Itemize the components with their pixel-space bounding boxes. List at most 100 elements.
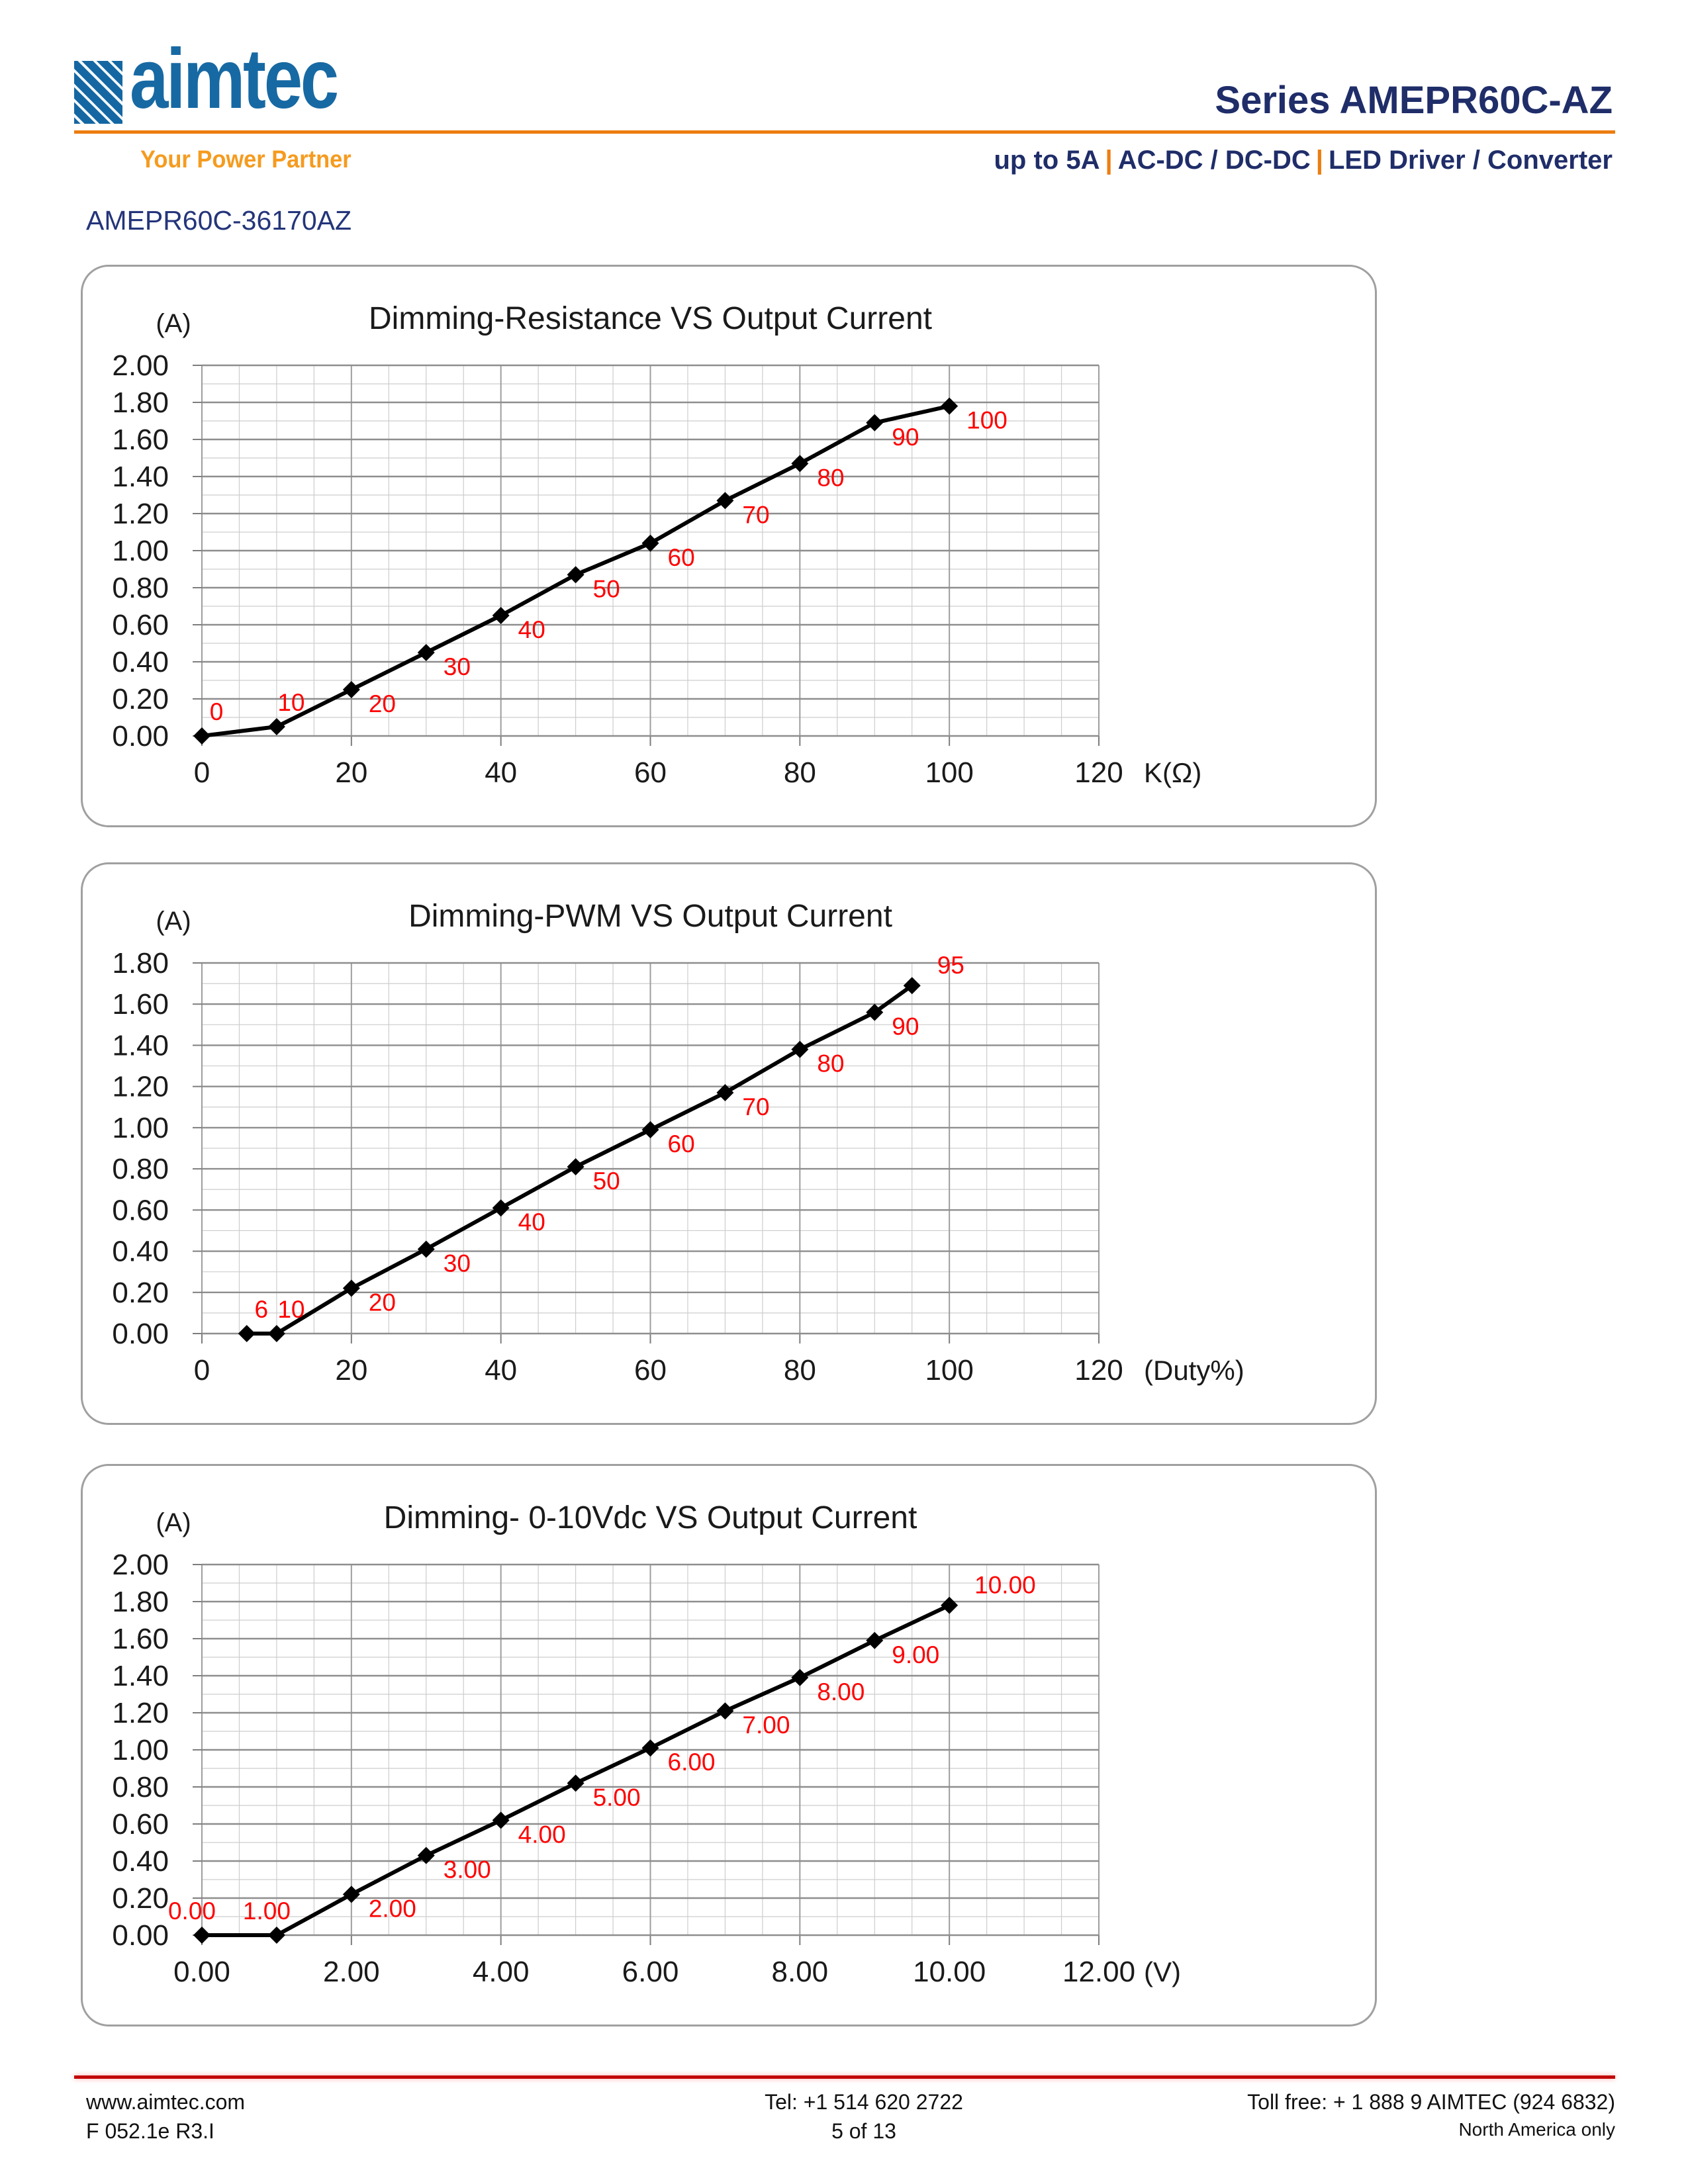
footer-toll-free: Toll free: + 1 888 9 AIMTEC (924 6832) [1247, 2090, 1615, 2114]
svg-text:1.80: 1.80 [112, 1586, 169, 1618]
svg-text:1.20: 1.20 [112, 1071, 169, 1103]
svg-text:0: 0 [194, 1354, 210, 1387]
svg-text:1.00: 1.00 [112, 1734, 169, 1766]
svg-text:0.80: 0.80 [112, 1771, 169, 1803]
footer-rule [74, 2075, 1615, 2079]
svg-text:0.20: 0.20 [112, 1277, 169, 1309]
svg-text:(V): (V) [1144, 1956, 1181, 1987]
svg-text:20: 20 [369, 1289, 396, 1316]
svg-text:0.00: 0.00 [168, 1897, 216, 1925]
svg-text:80: 80 [784, 756, 816, 789]
svg-text:30: 30 [444, 653, 471, 680]
svg-text:1.60: 1.60 [112, 424, 169, 456]
svg-text:20: 20 [335, 1354, 367, 1387]
svg-text:100: 100 [925, 756, 973, 789]
svg-text:K(Ω): K(Ω) [1144, 757, 1201, 788]
svg-text:0.00: 0.00 [112, 1919, 169, 1952]
series-subtitle: up to 5A | AC-DC / DC-DC | LED Driver / Conv… [994, 146, 1613, 175]
subtitle-separator: | [1315, 146, 1323, 175]
chart-panel-dimming-0-10vdc: 0.00 2.00 4.00 6.00 8.00 10.00 12.00 0.00 0.20 0.… [81, 1464, 1377, 2026]
svg-text:95: 95 [937, 952, 964, 979]
svg-text:2.00: 2.00 [112, 349, 169, 382]
svg-text:(A): (A) [156, 309, 191, 338]
svg-text:50: 50 [593, 1167, 620, 1195]
svg-text:1.20: 1.20 [112, 498, 169, 530]
svg-text:1.40: 1.40 [112, 1029, 169, 1062]
footer-website: www.aimtec.com [86, 2090, 246, 2114]
chart-dimming-resistance: 0 20 40 60 80 100 1200.000.200.400.600.801.001… [112, 301, 1201, 789]
svg-text:40: 40 [485, 756, 517, 789]
svg-text:6.00: 6.00 [668, 1749, 716, 1776]
svg-text:12.00: 12.00 [1062, 1956, 1135, 1988]
svg-text:7.00: 7.00 [742, 1711, 790, 1739]
svg-text:6: 6 [254, 1296, 268, 1323]
svg-text:6.00: 6.00 [622, 1956, 679, 1988]
svg-text:3.00: 3.00 [444, 1856, 491, 1884]
chart-dimming-0-10vdc: 0.00 2.00 4.00 6.00 8.00 10.00 12.000.000.200.… [112, 1500, 1181, 1988]
svg-text:Dimming-PWM VS Output Current: Dimming-PWM VS Output Current [408, 899, 892, 934]
svg-text:0.40: 0.40 [112, 1236, 169, 1268]
svg-text:5.00: 5.00 [593, 1784, 641, 1811]
series-title: Series AMEPR60C-AZ [1215, 79, 1613, 122]
footer-region: North America only [1458, 2119, 1615, 2140]
svg-text:(A): (A) [156, 907, 191, 936]
aimtec-logo-text: aimtec [130, 32, 339, 126]
footer-tel: Tel: +1 514 620 2722 [765, 2090, 963, 2114]
svg-text:0.80: 0.80 [112, 572, 169, 604]
svg-text:0.00: 0.00 [112, 720, 169, 752]
svg-text:40: 40 [518, 1208, 545, 1236]
svg-text:10.00: 10.00 [974, 1572, 1036, 1599]
svg-text:70: 70 [742, 1093, 769, 1120]
svg-text:2.00: 2.00 [112, 1549, 169, 1581]
svg-text:0.40: 0.40 [112, 646, 169, 678]
svg-text:1.00: 1.00 [112, 1112, 169, 1144]
svg-text:80: 80 [817, 1050, 844, 1077]
svg-text:80: 80 [817, 464, 844, 491]
svg-text:60: 60 [668, 544, 695, 571]
svg-text:90: 90 [892, 1013, 919, 1040]
svg-text:8.00: 8.00 [817, 1678, 865, 1706]
svg-text:0: 0 [210, 698, 224, 725]
svg-text:0.60: 0.60 [112, 609, 169, 641]
chart-dimming-pwm: 0 20 40 60 80 100 120 0.00 0.20 0.40 0.60 0.80 1.00 1… [112, 899, 1244, 1387]
svg-text:10: 10 [277, 1296, 305, 1323]
svg-text:Dimming-Resistance VS Output C: Dimming-Resistance VS Output Current [369, 301, 932, 336]
svg-text:8.00: 8.00 [772, 1956, 829, 1988]
svg-text:90: 90 [892, 424, 919, 451]
svg-text:1.40: 1.40 [112, 1660, 169, 1692]
svg-text:0.00: 0.00 [173, 1956, 230, 1988]
svg-text:10: 10 [277, 689, 305, 716]
svg-text:0.60: 0.60 [112, 1194, 169, 1226]
svg-text:120: 120 [1074, 1354, 1123, 1387]
svg-text:1.80: 1.80 [112, 387, 169, 419]
svg-text:0.80: 0.80 [112, 1153, 169, 1185]
svg-text:0.40: 0.40 [112, 1845, 169, 1878]
svg-text:80: 80 [784, 1354, 816, 1387]
svg-text:20: 20 [369, 690, 396, 717]
svg-text:1.00: 1.00 [243, 1897, 291, 1925]
svg-text:100: 100 [925, 1354, 973, 1387]
svg-text:0.20: 0.20 [112, 1882, 169, 1915]
svg-text:1.40: 1.40 [112, 461, 169, 493]
svg-text:100: 100 [966, 407, 1008, 434]
svg-text:(Duty%): (Duty%) [1144, 1355, 1244, 1386]
svg-text:4.00: 4.00 [518, 1821, 566, 1848]
svg-text:4.00: 4.00 [473, 1956, 530, 1988]
svg-text:40: 40 [518, 616, 545, 643]
subtitle-led-driver: LED Driver / Converter [1328, 146, 1613, 175]
aimtec-logo-icon [74, 61, 122, 124]
svg-text:1.80: 1.80 [112, 947, 169, 979]
part-number: AMEPR60C-36170AZ [86, 205, 352, 236]
svg-text:30: 30 [444, 1250, 471, 1277]
subtitle-separator: | [1105, 146, 1113, 175]
svg-text:120: 120 [1074, 756, 1123, 789]
svg-text:0.20: 0.20 [112, 683, 169, 715]
svg-text:Dimming- 0-10Vdc VS Output Cur: Dimming- 0-10Vdc VS Output Current [384, 1500, 917, 1535]
footer-form-ref: F 052.1e R3.I [86, 2119, 214, 2143]
svg-text:20: 20 [335, 756, 367, 789]
subtitle-acdc: AC-DC / DC-DC [1117, 146, 1311, 175]
svg-text:(A): (A) [156, 1508, 191, 1537]
svg-text:9.00: 9.00 [892, 1641, 939, 1668]
svg-text:2.00: 2.00 [369, 1895, 416, 1922]
svg-text:10.00: 10.00 [913, 1956, 986, 1988]
